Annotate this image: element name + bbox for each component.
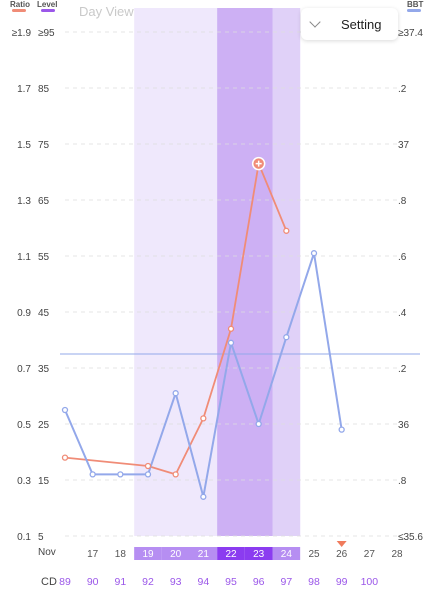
ratio-axis-tick: 0.9 (17, 308, 31, 319)
legend-level-label: Level (37, 0, 58, 9)
bbt-axis-tick: .6 (398, 252, 407, 263)
bbt-axis-tick: .8 (398, 476, 407, 487)
bbt-point (227, 339, 235, 346)
date-label: 18 (115, 549, 127, 560)
level-axis-tick: 15 (38, 476, 50, 487)
level-axis-tick: ≥95 (38, 28, 55, 39)
date-label: 22 (225, 549, 237, 560)
bbt-point (144, 471, 152, 478)
plus-icon (255, 160, 262, 167)
ratio-axis-tick: 0.1 (17, 532, 31, 543)
fertile-date-pill (161, 547, 190, 560)
date-label: 25 (308, 549, 320, 560)
day-view-label: Day View (79, 4, 134, 19)
legend-ratio-label: Ratio (10, 0, 30, 9)
setting-button[interactable]: Setting (301, 8, 398, 40)
ratio-point (144, 462, 152, 470)
ratio-axis-tick: 0.7 (17, 364, 31, 375)
level-axis-tick: 75 (38, 140, 50, 151)
ratio-point (227, 325, 235, 332)
date-label: 23 (253, 549, 265, 560)
bbt-point (283, 334, 290, 341)
bbt-point (172, 390, 179, 397)
level-axis-tick: 85 (38, 84, 50, 95)
bbt-point (61, 406, 69, 414)
fertile-date-pill (189, 547, 218, 560)
level-axis-tick: 65 (38, 196, 50, 207)
bbt-point (310, 250, 318, 257)
chevron-down-icon (309, 15, 321, 28)
bbt-axis-tick: .2 (398, 84, 407, 95)
cycle-day-label: 96 (253, 576, 265, 588)
cycle-day-label: 92 (142, 576, 154, 588)
bbt-axis-tick: .4 (398, 308, 407, 319)
fertile-date-pill (217, 547, 245, 560)
bbt-axis-tick: 36 (398, 420, 410, 431)
ratio-point (61, 454, 69, 461)
fertile-window-edge-band (272, 8, 301, 536)
ratio-axis-tick: 1.3 (17, 196, 31, 207)
level-axis-tick: 35 (38, 364, 50, 375)
legend-bbt: BBT (407, 0, 423, 9)
cycle-day-label: 97 (280, 576, 292, 588)
level-axis-tick: 25 (38, 420, 50, 431)
cycle-day-label: 99 (336, 576, 348, 588)
legend-ratio-swatch (12, 9, 26, 12)
legend-level-swatch (41, 9, 55, 12)
ratio-point (200, 415, 207, 422)
cycle-day-label: 90 (87, 576, 99, 588)
date-label: 19 (142, 549, 154, 560)
level-axis-tick: 45 (38, 308, 50, 319)
level-axis-tick: 5 (38, 532, 44, 543)
bbt-axis-tick: 37 (398, 140, 410, 151)
setting-button-label: Setting (341, 16, 382, 32)
legend-bbt-swatch (407, 9, 421, 12)
bbt-point (89, 471, 96, 478)
ratio-axis-tick: 1.7 (17, 84, 31, 95)
cycle-day-label: 91 (114, 576, 126, 588)
cycle-day-label: 100 (361, 576, 379, 588)
date-label: 21 (198, 549, 210, 560)
cycle-day-label: 95 (225, 576, 237, 588)
ratio-point (283, 227, 290, 234)
ratio-axis-tick: 1.1 (17, 252, 31, 263)
level-axis-tick: 55 (38, 252, 50, 263)
bbt-point (255, 420, 262, 428)
date-label: 26 (336, 549, 348, 560)
cd-label: CD (41, 576, 57, 588)
fertile-date-pill (134, 547, 162, 560)
date-label: 27 (364, 549, 376, 560)
fertile-date-pill (244, 547, 273, 560)
ratio-axis-tick: 0.5 (17, 420, 31, 431)
ratio-point (172, 471, 179, 478)
legend-ratio: Ratio (10, 0, 30, 9)
bbt-axis-tick: .2 (398, 364, 407, 375)
bbt-point (117, 471, 124, 478)
fertile-date-pill (272, 547, 301, 560)
legend-level: Level (37, 0, 57, 9)
legend-bbt-label: BBT (407, 0, 424, 9)
month-label: Nov (38, 547, 56, 558)
bbt-axis-tick: .8 (398, 196, 407, 207)
date-label: 28 (391, 549, 403, 560)
today-marker-icon (336, 541, 347, 547)
bbt-axis-tick: ≥37.4 (398, 28, 423, 39)
bbt-point (338, 426, 345, 433)
ratio-axis-tick: 1.5 (17, 140, 31, 151)
date-label: 17 (87, 549, 99, 560)
bbt-point (200, 493, 207, 500)
bbt-axis-tick: ≤35.6 (398, 532, 423, 543)
cycle-day-label: 98 (308, 576, 320, 588)
cycle-day-label: 94 (197, 576, 209, 588)
date-label: 24 (281, 549, 293, 560)
ratio-axis-tick: ≥1.9 (12, 28, 32, 39)
cycle-day-label: 93 (170, 576, 182, 588)
ratio-axis-tick: 0.3 (17, 476, 31, 487)
date-label: 20 (170, 549, 182, 560)
peak-window-band (217, 8, 273, 536)
cycle-day-label: 89 (59, 576, 71, 588)
